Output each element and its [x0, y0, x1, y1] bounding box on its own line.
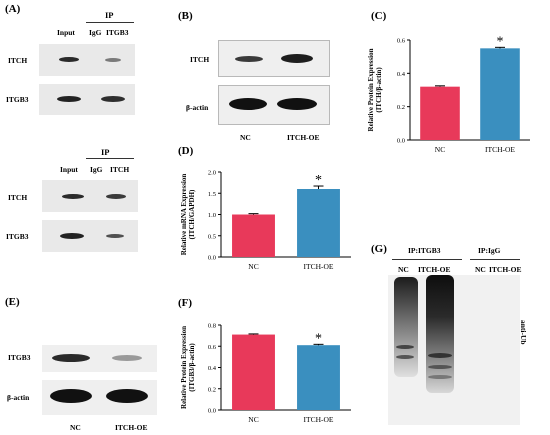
- panel-g-lane-nc-2: NC: [475, 265, 486, 274]
- panel-a-top-ip-label: IP: [105, 10, 114, 20]
- y-tick-label: 2.0: [208, 170, 216, 177]
- panel-a-bottom-lane-itch: ITCH: [110, 165, 130, 174]
- panel-a-bottom-row-itgb3: ITGB3: [6, 232, 29, 241]
- panel-g-smear-nc: [394, 277, 418, 377]
- chart-c: 0.0 0.2 0.4 0.6 Relative Protein Expression(…: [367, 34, 530, 154]
- panel-g-lane-itch-oe-2: ITCH-OE: [489, 265, 522, 274]
- panel-g-anti-ub-label: anti-Ub: [519, 320, 528, 345]
- y-tick-label: 1.5: [208, 191, 216, 198]
- y-axis-label: Relative mRNA Expression: [180, 174, 188, 256]
- panel-label-b: (B): [178, 10, 193, 22]
- y-tick-label: 0.0: [397, 138, 405, 145]
- panel-g-lane-itch-oe-1: ITCH-OE: [418, 265, 451, 274]
- y-tick-label: 0.6: [397, 38, 406, 45]
- panel-b-lane-itch-oe: ITCH-OE: [287, 133, 320, 142]
- y-tick-label: 0.8: [208, 323, 216, 330]
- significance-star: *: [497, 34, 504, 49]
- panel-g-ub-blot: [388, 275, 520, 425]
- panel-a-top-row-itgb3: ITGB3: [6, 95, 29, 104]
- panel-g-ip-igg-line: [470, 259, 520, 260]
- panel-b-row-actin: β-actin: [186, 103, 209, 112]
- y-tick-label: 0.6: [208, 344, 217, 351]
- x-tick-label: ITCH-OE: [304, 262, 334, 271]
- panel-a-bottom-itgb3-blot: [42, 220, 138, 252]
- bar: [480, 48, 520, 140]
- panel-a-top-itch-blot: [39, 44, 135, 76]
- y-tick-label: 0.2: [397, 104, 405, 111]
- significance-star: *: [315, 331, 322, 346]
- panel-g-lane-nc-1: NC: [398, 265, 409, 274]
- chart-d: 0.0 0.5 1.0 1.5 2.0 Relative mRNA Expression(…: [180, 170, 351, 271]
- panel-a-top-lane-itgb3: ITGB3: [106, 28, 129, 37]
- panel-b-lane-nc: NC: [240, 133, 251, 142]
- panel-e-row-itgb3: ITGB3: [8, 353, 31, 362]
- bar: [297, 345, 340, 410]
- panel-a-top-itgb3-blot: [39, 84, 135, 115]
- bar: [232, 214, 275, 257]
- panel-a-top-ip-line: [86, 22, 134, 23]
- panel-label-e: (E): [5, 296, 20, 308]
- y-tick-label: 0.0: [208, 408, 216, 415]
- x-tick-label: NC: [435, 145, 445, 154]
- panel-label-c: (C): [371, 10, 387, 22]
- panel-g-ip-igg: IP:IgG: [478, 246, 501, 255]
- panel-e-row-actin: β-actin: [7, 393, 30, 402]
- panel-g-ip-itgb3-line: [392, 259, 462, 260]
- panel-g-ip-itgb3: IP:ITGB3: [408, 246, 441, 255]
- bar: [232, 334, 275, 410]
- chart-f: 0.0 0.2 0.4 0.6 0.8 Relative Protein Expressi…: [180, 323, 351, 424]
- x-tick-label: ITCH-OE: [304, 415, 334, 424]
- panel-a-bottom-itch-blot: [42, 180, 138, 212]
- panel-label-a: (A): [5, 3, 21, 15]
- panel-a-bottom-ip-line: [86, 158, 134, 159]
- panel-label-d: (D): [178, 145, 194, 157]
- y-tick-label: 0.4: [397, 71, 406, 78]
- y-axis-label: Relative Protein Expression: [180, 326, 188, 409]
- y-tick-label: 0.0: [208, 255, 216, 262]
- panel-a-bottom-ip-label: IP: [101, 147, 110, 157]
- panel-a-bottom-row-itch: ITCH: [8, 193, 28, 202]
- panel-a-bottom-lane-igg: IgG: [90, 165, 103, 174]
- panel-g-smear-itch-oe: [426, 275, 454, 393]
- bar: [420, 86, 460, 140]
- y-axis-label-units: (ITGB3/β-actin): [188, 343, 196, 392]
- panel-e-lane-itch-oe: ITCH-OE: [115, 423, 148, 432]
- panel-a-bottom-lane-input: Input: [60, 165, 78, 174]
- panel-label-g: (G): [371, 243, 387, 255]
- y-axis-label-units: (ITCH/β-actin): [375, 67, 383, 113]
- panel-b-itch-blot: [218, 40, 330, 77]
- panel-e-itgb3-blot: [42, 345, 157, 372]
- panel-e-actin-blot: [42, 380, 157, 415]
- panel-b-row-itch: ITCH: [190, 55, 210, 64]
- y-tick-label: 1.0: [208, 212, 216, 219]
- panel-b-actin-blot: [218, 85, 330, 125]
- y-tick-label: 0.2: [208, 386, 216, 393]
- x-tick-label: NC: [248, 262, 258, 271]
- x-tick-label: ITCH-OE: [485, 145, 515, 154]
- panel-a-top-lane-input: Input: [57, 28, 75, 37]
- y-tick-label: 0.5: [208, 233, 216, 240]
- panel-a-top-lane-igg: IgG: [89, 28, 102, 37]
- x-tick-label: NC: [248, 415, 258, 424]
- panel-e-lane-nc: NC: [70, 423, 81, 432]
- y-axis-label: Relative Protein Expression: [367, 48, 375, 131]
- significance-star: *: [315, 173, 322, 188]
- y-tick-label: 0.4: [208, 365, 217, 372]
- y-axis-label-units: (ITCH/GAPDH): [188, 189, 196, 239]
- panel-a-top-row-itch: ITCH: [8, 56, 28, 65]
- bar: [297, 189, 340, 257]
- panel-label-f: (F): [178, 297, 193, 309]
